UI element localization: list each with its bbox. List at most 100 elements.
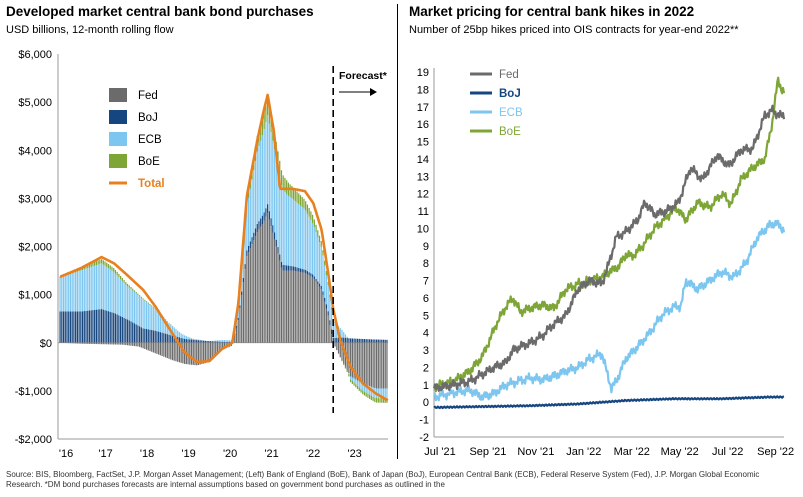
bar-segment-boj (365, 339, 367, 343)
bar-segment-fed (139, 342, 141, 347)
right-y-tick-label: 12 (417, 189, 429, 201)
bar-segment-ecb (69, 274, 72, 312)
bar-segment-fed (235, 327, 238, 343)
bar-segment-fed (206, 342, 208, 363)
bar-segment-fed (251, 244, 253, 343)
bar-segment-fed (310, 276, 312, 343)
bar-segment-boe (95, 261, 98, 266)
bar-segment-boe (80, 269, 82, 271)
bar-segment-fed (114, 342, 117, 345)
bar-segment-boj (94, 309, 96, 343)
bar-segment-boj (119, 316, 122, 343)
left-y-tick-label: $2,000 (18, 242, 52, 254)
bar-segment-ecb (339, 328, 341, 338)
bar-segment-boe (377, 398, 379, 403)
bar-segment-boe (362, 390, 364, 395)
bar-segment-boe (106, 262, 108, 267)
bar-segment-boj (261, 215, 264, 225)
bar-segment-ecb (192, 338, 194, 340)
left-x-tick-label: '17 (98, 448, 112, 460)
bar-segment-ecb (294, 201, 296, 267)
bar-segment-boe (102, 260, 104, 265)
left-y-tick-label: $1,000 (18, 290, 52, 302)
bar-segment-ecb (247, 197, 250, 246)
bar-segment-boj (242, 277, 245, 283)
bar-segment-boj (75, 311, 77, 343)
bar-segment-fed (261, 224, 264, 343)
bar-segment-fed (166, 342, 168, 359)
bar-segment-ecb (152, 307, 155, 331)
bar-segment-boj (277, 247, 279, 254)
bar-segment-fed (260, 226, 262, 343)
bar-segment-ecb (358, 381, 360, 388)
bar-segment-ecb (282, 189, 284, 265)
bar-segment-boj (68, 311, 70, 343)
bar-segment-fed (142, 342, 144, 349)
bar-segment-ecb (315, 232, 317, 279)
bar-segment-boe (327, 281, 329, 286)
bar-segment-fed (154, 342, 156, 354)
bar-segment-ecb (161, 316, 163, 333)
bar-segment-boe (356, 385, 359, 390)
right-y-tick-label: 3 (423, 345, 429, 357)
bar-segment-boe (286, 180, 288, 194)
bar-segment-fed (111, 342, 113, 345)
bar-segment-boe (147, 302, 149, 304)
bar-segment-boj (344, 337, 347, 343)
bar-segment-fed (247, 252, 250, 343)
bar-segment-boj (209, 341, 212, 343)
right-y-tick-label: 11 (418, 206, 429, 218)
bar-segment-ecb (109, 269, 111, 312)
bar-segment-ecb (140, 297, 142, 328)
bar-segment-ecb (97, 264, 99, 310)
bar-segment-ecb (183, 335, 186, 339)
bar-segment-boj (99, 309, 101, 343)
bar-segment-fed (242, 282, 245, 343)
right-y-tick-label: 15 (417, 137, 429, 149)
bar-segment-ecb (353, 378, 355, 383)
bar-segment-ecb (299, 205, 302, 269)
bar-segment-boj (292, 266, 295, 271)
bar-segment-boj (249, 241, 251, 249)
bar-segment-fed (355, 342, 357, 380)
bar-segment-boj (258, 221, 260, 230)
bar-segment-boj (253, 232, 255, 241)
bar-segment-fed (239, 308, 241, 343)
bar-segment-fed (291, 270, 293, 343)
bar-segment-fed (223, 342, 226, 349)
bar-segment-ecb (311, 222, 314, 275)
bar-segment-ecb (130, 288, 132, 322)
right-y-tick-label: 1 (423, 380, 429, 392)
bar-segment-fed (234, 335, 236, 343)
bar-segment-fed (140, 342, 142, 348)
bar-segment-boe (78, 269, 80, 272)
bar-segment-boj (223, 341, 226, 343)
bar-segment-fed (289, 270, 291, 343)
bar-segment-boe (111, 266, 113, 271)
bar-segment-ecb (305, 210, 307, 271)
bar-segment-fed (203, 342, 205, 364)
bar-segment-boj (171, 335, 174, 343)
bar-segment-fed (97, 342, 99, 345)
bar-segment-fed (197, 342, 200, 365)
bar-segment-fed (320, 289, 322, 343)
bar-segment-fed (121, 342, 123, 345)
bar-segment-boe (343, 363, 345, 365)
bar-segment-fed (177, 342, 179, 362)
bar-segment-boe (325, 271, 328, 276)
bar-segment-ecb (386, 388, 388, 399)
bar-segment-boe (303, 198, 305, 209)
bar-segment-boe (382, 398, 385, 403)
legend-swatch-ecb (109, 132, 127, 146)
bar-segment-ecb (330, 309, 333, 330)
bar-segment-boj (327, 311, 329, 316)
bar-segment-ecb (102, 264, 104, 310)
right-y-tick-label: 18 (417, 84, 429, 96)
bar-segment-fed (280, 267, 283, 343)
bar-segment-ecb (189, 337, 191, 340)
bar-segment-ecb (241, 266, 243, 292)
bar-segment-ecb (303, 208, 305, 270)
bar-segment-boj (123, 317, 125, 343)
bar-segment-boj (350, 338, 352, 343)
bar-segment-boj (137, 325, 139, 343)
